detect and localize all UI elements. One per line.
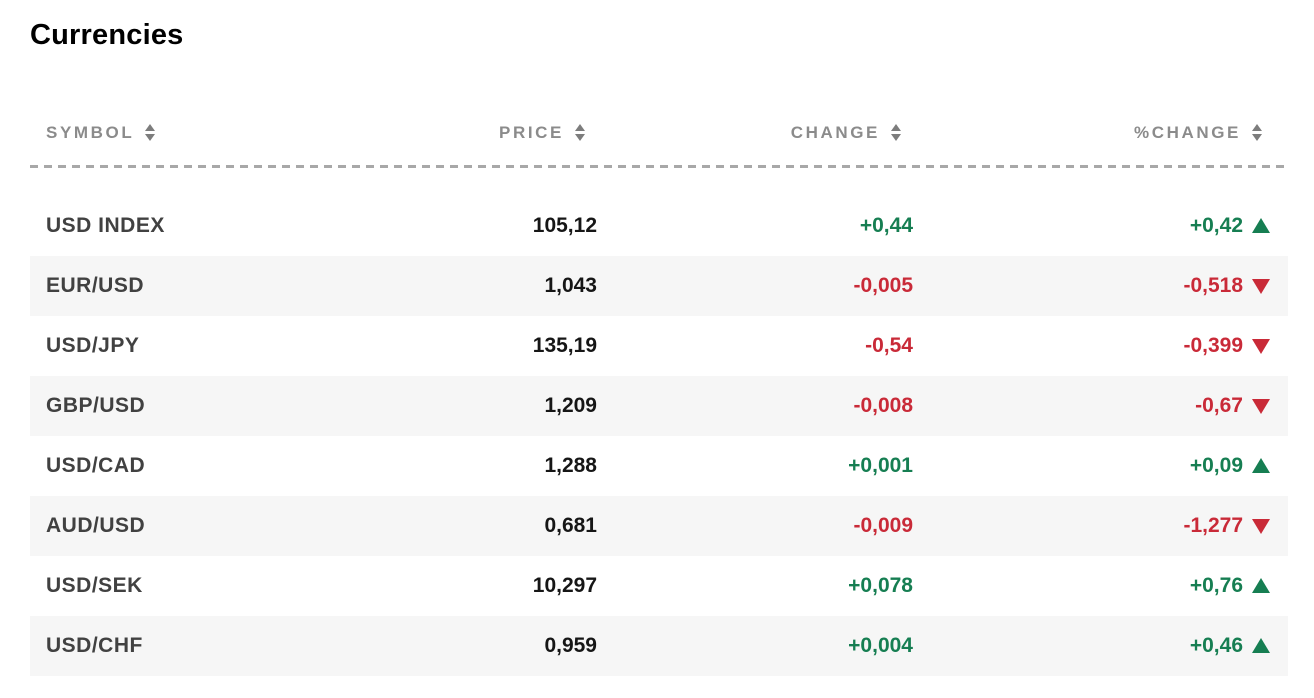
change-cell: +0,004 (848, 633, 913, 657)
change-cell: +0,001 (848, 453, 913, 477)
sort-icon (145, 124, 156, 142)
table-row[interactable]: USD INDEX 105,12 +0,44 +0,42 (30, 196, 1288, 256)
column-header-symbol-label: SYMBOL (46, 122, 135, 142)
price-cell: 1,043 (544, 273, 597, 297)
symbol-cell: USD/JPY (46, 333, 140, 357)
down-triangle-icon (1252, 519, 1270, 535)
pct-change-cell: -0,399 (913, 334, 1288, 358)
change-cell: +0,44 (859, 213, 913, 237)
table-row[interactable]: USD/SEK 10,297 +0,078 +0,76 (30, 556, 1288, 616)
symbol-cell: EUR/USD (46, 273, 145, 297)
table-body: USD INDEX 105,12 +0,44 +0,42 EUR/USD 1,0… (30, 196, 1288, 676)
sort-icon (1252, 124, 1262, 142)
header-divider (30, 164, 1288, 168)
pct-change-value: -1,277 (1183, 513, 1243, 537)
column-header-pct-change[interactable]: %CHANGE (913, 123, 1288, 143)
pct-change-value: -0,518 (1183, 273, 1243, 297)
symbol-cell: USD/CAD (46, 453, 146, 477)
symbol-cell: USD/SEK (46, 573, 143, 597)
pct-change-value: +0,46 (1189, 633, 1243, 657)
price-cell: 10,297 (532, 573, 597, 597)
change-cell: -0,009 (853, 513, 913, 537)
pct-change-cell: +0,76 (913, 574, 1288, 598)
pct-change-cell: +0,09 (913, 454, 1288, 478)
down-triangle-icon (1252, 279, 1270, 295)
table-row[interactable]: USD/JPY 135,19 -0,54 -0,399 (30, 316, 1288, 376)
pct-change-cell: -0,518 (913, 274, 1288, 298)
table-row[interactable]: USD/CHF 0,959 +0,004 +0,46 (30, 615, 1288, 676)
table-row[interactable]: EUR/USD 1,043 -0,005 -0,518 (30, 255, 1288, 316)
change-cell: +0,078 (848, 573, 913, 597)
pct-change-value: -0,67 (1195, 393, 1243, 417)
table-header-row: SYMBOL PRICE CHANGE %CHANGE (30, 115, 1288, 151)
price-cell: 105,12 (532, 213, 597, 237)
column-header-change[interactable]: CHANGE (597, 123, 913, 143)
pct-change-value: +0,42 (1189, 213, 1243, 237)
column-header-symbol[interactable]: SYMBOL (30, 123, 430, 143)
symbol-cell: AUD/USD (46, 513, 146, 537)
column-header-price-label: PRICE (499, 122, 564, 142)
symbol-cell: GBP/USD (46, 393, 146, 417)
change-cell: -0,008 (853, 393, 913, 417)
up-triangle-icon (1252, 577, 1270, 593)
pct-change-value: +0,09 (1189, 453, 1243, 477)
symbol-cell: USD INDEX (46, 213, 165, 237)
pct-change-cell: -1,277 (913, 514, 1288, 538)
table-row[interactable]: USD/CAD 1,288 +0,001 +0,09 (30, 436, 1288, 496)
page-title: Currencies (30, 19, 184, 51)
pct-change-value: -0,399 (1183, 333, 1243, 357)
pct-change-cell: +0,46 (913, 634, 1288, 658)
sort-icon (575, 124, 585, 142)
up-triangle-icon (1252, 637, 1270, 653)
column-header-pct-change-label: %CHANGE (1134, 122, 1241, 142)
pct-change-cell: -0,67 (913, 394, 1288, 418)
up-triangle-icon (1252, 217, 1270, 233)
change-cell: -0,005 (853, 273, 913, 297)
price-cell: 1,209 (544, 393, 597, 417)
currencies-table: SYMBOL PRICE CHANGE %CHANGE USD INDEX 10… (30, 115, 1288, 676)
pct-change-cell: +0,42 (913, 214, 1288, 238)
table-row[interactable]: GBP/USD 1,209 -0,008 -0,67 (30, 375, 1288, 436)
sort-icon (891, 124, 901, 142)
price-cell: 0,681 (544, 513, 597, 537)
table-row[interactable]: AUD/USD 0,681 -0,009 -1,277 (30, 495, 1288, 556)
down-triangle-icon (1252, 399, 1270, 415)
price-cell: 0,959 (544, 633, 597, 657)
up-triangle-icon (1252, 457, 1270, 473)
change-cell: -0,54 (865, 333, 913, 357)
symbol-cell: USD/CHF (46, 633, 143, 657)
price-cell: 1,288 (544, 453, 597, 477)
down-triangle-icon (1252, 339, 1270, 355)
column-header-price[interactable]: PRICE (430, 123, 597, 143)
column-header-change-label: CHANGE (790, 122, 880, 142)
pct-change-value: +0,76 (1189, 573, 1243, 597)
price-cell: 135,19 (532, 333, 597, 357)
